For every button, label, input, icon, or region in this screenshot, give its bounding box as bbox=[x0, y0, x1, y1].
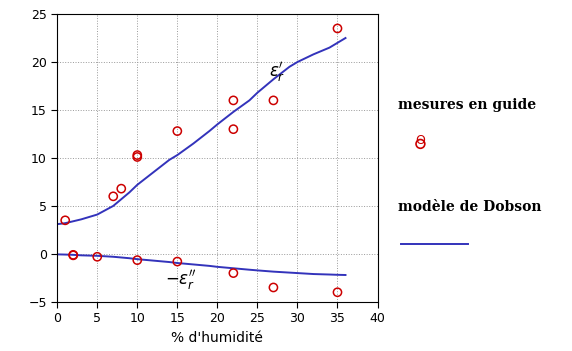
Point bbox=[229, 126, 238, 132]
Text: mesures en guide: mesures en guide bbox=[398, 98, 535, 112]
Point bbox=[269, 98, 278, 103]
Point bbox=[93, 254, 102, 260]
Point bbox=[333, 26, 342, 31]
Point bbox=[117, 186, 126, 191]
Point bbox=[269, 285, 278, 290]
Text: $-\varepsilon_r''$: $-\varepsilon_r''$ bbox=[165, 268, 197, 292]
Point bbox=[173, 259, 182, 264]
Point bbox=[173, 128, 182, 134]
Point bbox=[229, 98, 238, 103]
Text: O: O bbox=[415, 134, 426, 147]
Point bbox=[109, 193, 118, 199]
Point bbox=[69, 252, 78, 258]
X-axis label: % d'humidité: % d'humidité bbox=[172, 331, 263, 345]
Point bbox=[333, 290, 342, 295]
Point bbox=[229, 270, 238, 276]
Point bbox=[61, 218, 70, 223]
Point bbox=[416, 141, 425, 147]
Text: modèle de Dobson: modèle de Dobson bbox=[398, 200, 541, 214]
Point bbox=[69, 252, 78, 258]
Point bbox=[133, 152, 142, 158]
Point bbox=[133, 257, 142, 263]
Point bbox=[133, 154, 142, 160]
Text: $\varepsilon_r'$: $\varepsilon_r'$ bbox=[269, 60, 286, 84]
